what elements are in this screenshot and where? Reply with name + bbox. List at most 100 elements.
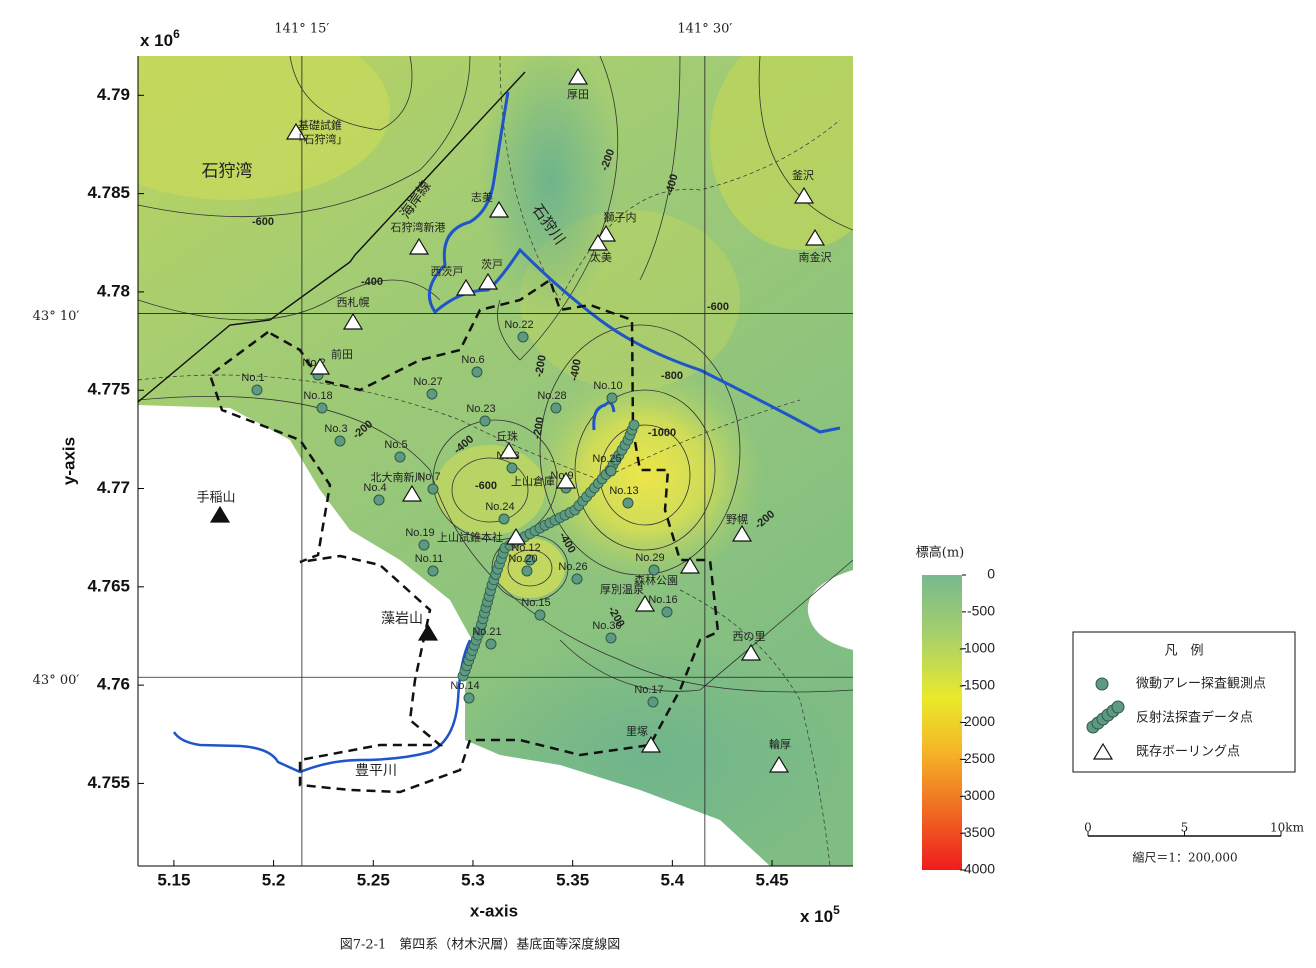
fault-line bbox=[138, 374, 801, 481]
scale-label: 0 bbox=[1084, 821, 1092, 835]
scale-label: 10km bbox=[1270, 821, 1305, 835]
colorbar-tick-label: 0 bbox=[987, 566, 995, 582]
borehole-marker bbox=[505, 527, 527, 545]
depth-zone bbox=[480, 56, 620, 320]
x-tick-label: 5.45 bbox=[756, 870, 789, 889]
station-label: No.23 bbox=[466, 403, 495, 415]
multiplier-base: x 10 bbox=[800, 907, 833, 926]
borehole-label: 茨戸 bbox=[481, 257, 503, 271]
station-label: No.13 bbox=[609, 485, 638, 497]
y-tick-label: 4.78 bbox=[97, 281, 130, 300]
borehole-label: 里塚 bbox=[626, 725, 648, 738]
station-marker bbox=[506, 462, 518, 474]
borehole-label: 前田 bbox=[331, 347, 353, 361]
station-marker bbox=[427, 483, 439, 495]
y-axis-title: y-axis bbox=[59, 437, 78, 485]
colorbar-tick-label: -2000 bbox=[959, 713, 995, 729]
borehole-label: 釜沢 bbox=[792, 168, 814, 182]
contour-label: -1000 bbox=[648, 427, 676, 439]
place-name: 石狩湾 bbox=[202, 162, 253, 182]
borehole-label: 西茨戸 bbox=[431, 264, 464, 278]
borehole-label: 西の里 bbox=[733, 630, 766, 643]
contour-label: -200 bbox=[533, 354, 549, 378]
borehole-marker bbox=[740, 643, 762, 661]
station-marker bbox=[661, 606, 673, 618]
station-marker bbox=[498, 513, 510, 525]
contour-label: -400 bbox=[568, 358, 584, 382]
station-marker bbox=[373, 494, 385, 506]
longitude-label: 141° 15′ bbox=[274, 22, 329, 37]
borehole-marker bbox=[768, 755, 790, 773]
colorbar-tick-label: -500 bbox=[967, 603, 995, 619]
legend-label: 反射法探査データ点 bbox=[1136, 710, 1253, 726]
borehole-marker bbox=[455, 278, 477, 296]
borehole-label: 森林公園 bbox=[634, 573, 678, 587]
station-marker bbox=[550, 402, 562, 414]
y-tick-label: 4.755 bbox=[87, 773, 130, 792]
y-tick-label: 4.76 bbox=[97, 675, 130, 694]
borehole-marker bbox=[640, 735, 662, 753]
station-label: No.22 bbox=[504, 319, 533, 331]
station-label: No.15 bbox=[521, 597, 550, 609]
contour-label: -600 bbox=[707, 301, 729, 313]
borehole-marker bbox=[793, 186, 815, 204]
station-label: No.6 bbox=[461, 354, 484, 366]
x-tick-label: 5.3 bbox=[461, 870, 485, 889]
station-label: No.30 bbox=[592, 620, 621, 632]
borehole-marker bbox=[408, 237, 430, 255]
legend-swatch bbox=[1111, 700, 1125, 714]
colorbar-tick-label: -4000 bbox=[959, 861, 995, 877]
station-label: No.11 bbox=[415, 553, 444, 565]
borehole-label: 上山倉庫 bbox=[511, 474, 555, 488]
station-marker bbox=[463, 692, 475, 704]
borehole-label: 厚田 bbox=[567, 88, 589, 101]
colorbar-tick-label: -3500 bbox=[959, 824, 995, 840]
borehole-marker bbox=[285, 122, 307, 140]
x-tick-label: 5.25 bbox=[357, 870, 390, 889]
place-name: 手稲山 bbox=[196, 491, 235, 506]
station-label: No.3 bbox=[324, 423, 347, 435]
colorbar-title: 標高(m) bbox=[916, 545, 964, 561]
contour-label: -200 bbox=[531, 416, 547, 440]
borehole-marker bbox=[342, 312, 364, 330]
borehole-label: 獅子内 bbox=[604, 210, 637, 224]
station-marker bbox=[622, 497, 634, 509]
station-marker bbox=[648, 564, 660, 576]
legend-swatch bbox=[1092, 742, 1114, 760]
depth-zone bbox=[710, 56, 853, 250]
scale-label: 5 bbox=[1181, 821, 1189, 835]
latitude-label: 43° 10′ bbox=[33, 309, 80, 324]
place-name: 豊平川 bbox=[355, 763, 397, 779]
borehole-label: 「石狩湾」 bbox=[293, 132, 348, 146]
borehole-marker bbox=[209, 505, 231, 523]
station-label: No.20 bbox=[508, 553, 537, 565]
borehole-marker bbox=[477, 272, 499, 290]
x-tick-label: 5.2 bbox=[262, 870, 286, 889]
coastline bbox=[138, 71, 526, 403]
x-axis-title: x-axis bbox=[470, 901, 518, 920]
station-label: No.4 bbox=[363, 482, 386, 494]
contour-label: -600 bbox=[475, 480, 497, 492]
station-label: No.28 bbox=[537, 390, 566, 402]
station-marker bbox=[394, 451, 406, 463]
y-tick-label: 4.785 bbox=[87, 183, 130, 202]
legend-title: 凡 例 bbox=[1164, 644, 1203, 659]
station-label: No.1 bbox=[241, 372, 264, 384]
station-marker bbox=[534, 609, 546, 621]
borehole-label: 南金沢 bbox=[799, 250, 832, 264]
ishikari-river bbox=[427, 91, 841, 434]
borehole-label: 西札幌 bbox=[337, 295, 370, 309]
borehole-label: 北大南新川 bbox=[371, 470, 426, 484]
latitude-label: 43° 00′ bbox=[33, 673, 80, 688]
x-tick-label: 5.35 bbox=[556, 870, 589, 889]
station-marker bbox=[427, 565, 439, 577]
y-tick-label: 4.77 bbox=[97, 478, 130, 497]
contour-label: -800 bbox=[661, 370, 683, 382]
station-label: No.25 bbox=[592, 453, 621, 465]
borehole-label: 野幌 bbox=[726, 512, 748, 526]
longitude-label: 141° 30′ bbox=[677, 22, 732, 37]
map-field bbox=[138, 56, 853, 866]
y-tick-label: 4.79 bbox=[97, 85, 130, 104]
station-label: No.5 bbox=[384, 439, 407, 451]
